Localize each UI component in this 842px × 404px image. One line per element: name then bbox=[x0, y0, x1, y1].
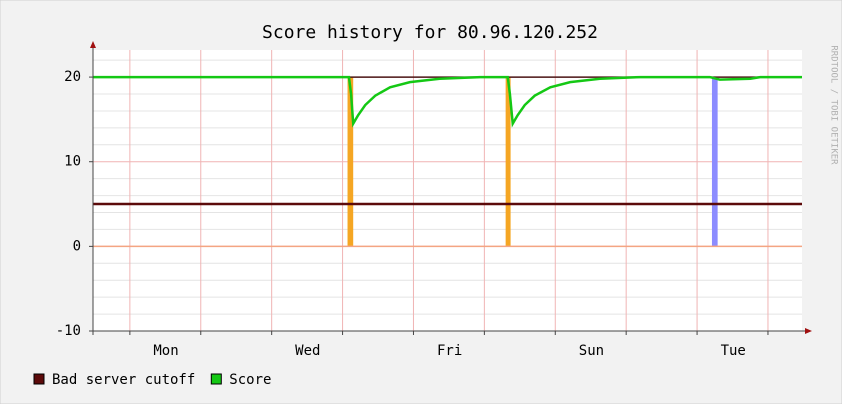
series-line bbox=[93, 75, 802, 128]
event-band bbox=[505, 77, 511, 247]
chart-title: Score history for 80.96.120.252 bbox=[262, 22, 598, 43]
x-tick-label: Wed bbox=[295, 343, 320, 359]
x-tick-label: Fri bbox=[437, 343, 462, 359]
legend-swatch bbox=[33, 373, 45, 385]
y-tick-label: 0 bbox=[73, 238, 81, 254]
y-axis-arrow bbox=[90, 41, 96, 48]
x-tick-label: Sun bbox=[579, 343, 604, 359]
legend-swatch bbox=[210, 373, 222, 385]
x-axis-arrow bbox=[805, 328, 812, 334]
y-tick-label: 20 bbox=[64, 69, 81, 85]
x-tick-label: Mon bbox=[153, 343, 178, 359]
event-band bbox=[347, 77, 354, 247]
legend-label: Score bbox=[229, 372, 271, 388]
event-band bbox=[711, 77, 718, 247]
y-tick-label: 10 bbox=[64, 154, 81, 170]
x-tick-label: Tue bbox=[721, 343, 746, 359]
legend-label: Bad server cutoff bbox=[52, 372, 195, 388]
y-tick-label: -10 bbox=[56, 323, 81, 339]
watermark: RRDTOOL / TOBI OETIKER bbox=[829, 45, 839, 165]
plot-area bbox=[93, 50, 802, 331]
